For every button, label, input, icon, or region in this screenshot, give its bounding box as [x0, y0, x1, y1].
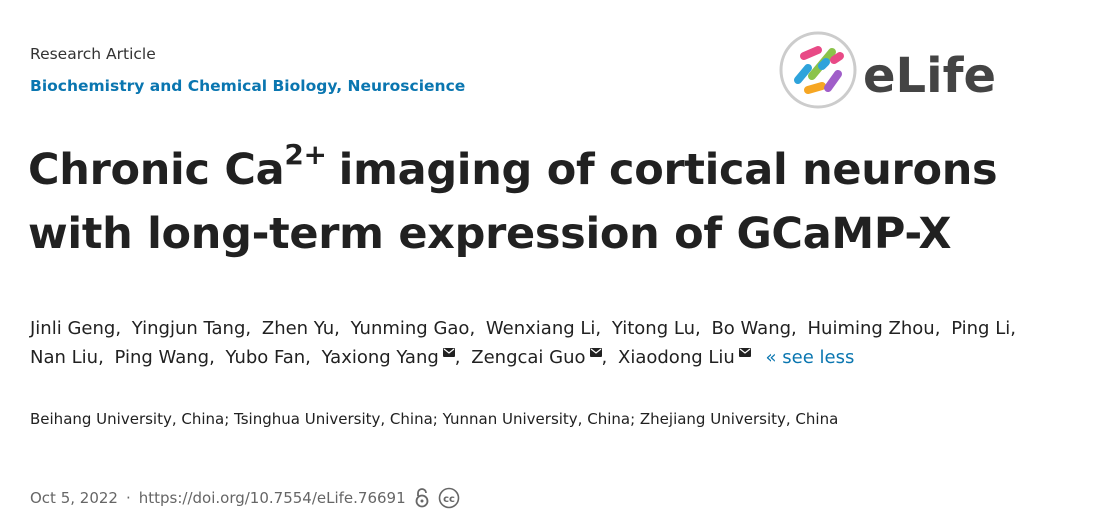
author-separator: ,: [601, 347, 608, 368]
author-name[interactable]: Nan Liu: [30, 347, 99, 368]
author: Yubo Fan,: [226, 347, 311, 368]
author-name[interactable]: Wenxiang Li: [485, 318, 596, 339]
author-separator: ,: [694, 318, 701, 339]
author-name[interactable]: Yaxiong Yang: [321, 347, 439, 368]
author: Zengcai Guo,: [471, 347, 607, 368]
author: Wenxiang Li,: [486, 318, 601, 339]
author-name[interactable]: Yunming Gao: [350, 318, 470, 339]
author-separator: ,: [791, 318, 797, 339]
email-icon[interactable]: [442, 348, 455, 357]
author: Yitong Lu,: [612, 318, 701, 339]
author-separator: ,: [305, 347, 311, 368]
author: Bo Wang,: [711, 318, 796, 339]
author-list: Jinli Geng, Yingjun Tang, Zhen Yu, Yunmi…: [30, 314, 1090, 372]
article-title: Chronic Ca2+ imaging of cortical neurons …: [28, 138, 1068, 266]
article-type: Research Article: [30, 45, 156, 63]
author-name[interactable]: Xiaodong Liu: [618, 347, 735, 368]
author: Jinli Geng,: [30, 318, 121, 339]
title-text: imaging of cortical neurons with long-te…: [28, 145, 998, 259]
see-less-link[interactable]: « see less: [765, 347, 855, 368]
license-icon: cc: [438, 487, 459, 509]
author: Huiming Zhou,: [808, 318, 941, 339]
author: Zhen Yu,: [262, 318, 340, 339]
email-icon[interactable]: [589, 348, 602, 357]
author-separator: ,: [1010, 318, 1016, 339]
author-separator: ,: [98, 347, 104, 368]
open-access-icon: [415, 488, 429, 508]
author-name[interactable]: Huiming Zhou: [807, 318, 935, 339]
author-name[interactable]: Jinli Geng: [30, 318, 116, 339]
title-text: Chronic Ca: [28, 145, 285, 195]
author-name[interactable]: Yitong Lu: [611, 318, 695, 339]
author-name[interactable]: Zhen Yu: [261, 318, 335, 339]
author-name[interactable]: Yubo Fan: [225, 347, 306, 368]
author-name[interactable]: Zengcai Guo: [471, 347, 586, 368]
logo-mark: [794, 46, 844, 94]
logo-text: eLife: [863, 48, 996, 104]
author-name[interactable]: Ping Li: [951, 318, 1011, 339]
pub-date: Oct 5, 2022: [30, 489, 118, 507]
author: Ping Wang,: [115, 347, 215, 368]
author: Ping Li,: [951, 318, 1016, 339]
author-separator: ,: [469, 318, 476, 339]
author-separator: ,: [115, 318, 122, 339]
author-separator: ,: [454, 347, 461, 368]
email-icon[interactable]: [738, 348, 751, 357]
author-separator: ,: [934, 318, 941, 339]
subject-link[interactable]: Biochemistry and Chemical Biology, Neuro…: [30, 77, 466, 95]
author: Yingjun Tang,: [132, 318, 251, 339]
doi-link[interactable]: https://doi.org/10.7554/eLife.76691: [138, 489, 406, 507]
title-superscript: 2+: [284, 138, 327, 171]
author-separator: ,: [209, 347, 215, 368]
author: Xiaodong Liu: [618, 347, 751, 368]
author-separator: ,: [595, 318, 602, 339]
meta-line: Oct 5, 2022 · https://doi.org/10.7554/eL…: [30, 487, 460, 509]
author-name[interactable]: Yingjun Tang: [131, 318, 246, 339]
elife-logo[interactable]: eLife: [778, 30, 1028, 112]
affiliations: Beihang University, China; Tsinghua Univ…: [30, 410, 839, 428]
author-separator: ,: [245, 318, 252, 339]
author: Nan Liu,: [30, 347, 104, 368]
author: Yaxiong Yang,: [322, 347, 461, 368]
author: Yunming Gao,: [351, 318, 476, 339]
author-separator: ,: [334, 318, 340, 339]
license-text: cc: [443, 494, 455, 505]
author-name[interactable]: Bo Wang: [711, 318, 792, 339]
separator: ·: [125, 489, 131, 507]
author-name[interactable]: Ping Wang: [114, 347, 210, 368]
